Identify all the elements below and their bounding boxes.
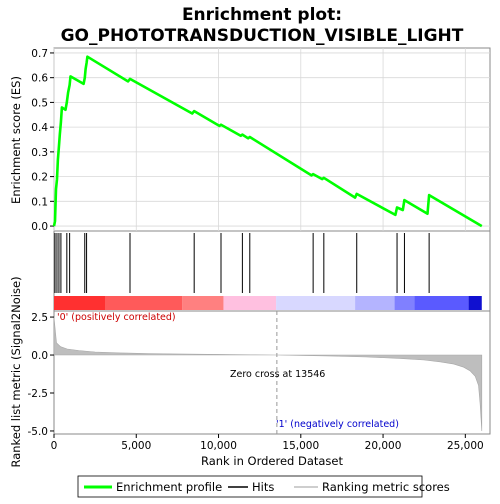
metric-y-axis-label: Ranked list metric (Signal2Noise) [9,276,23,467]
legend-ranking-metric-label: Ranking metric scores [322,480,450,494]
heatmap-segment [414,296,469,310]
ranking-metric-area [53,317,483,432]
ranked-metric-group [53,311,483,434]
legend-box [77,475,423,498]
heatmap-segment [105,296,183,310]
es-y-tick-label: 0.6 [31,73,48,85]
es-profile-group [52,55,483,228]
metric-panel-frame [53,310,491,435]
metric-y-axis: 2.5 0.0 -2.5 -5.0 [28,312,54,438]
es-y-axis-label: Enrichment score (ES) [9,76,23,204]
heatmap-segment [394,296,415,310]
es-panel-frame [53,47,491,232]
es-y-axis: 0.0 0.1 0.2 0.3 0.4 0.5 0.6 0.7 [31,48,54,233]
heatmap-segment [468,296,482,310]
heatmap-segment [223,296,277,310]
legend: Enrichment profile Hits Ranking metric s… [77,475,450,498]
es-y-tick-label: 0.1 [31,196,48,208]
enrichment-profile-line [52,55,483,228]
heatmap-segment [182,296,224,310]
hits-group [54,233,430,293]
es-y-tick-label: 0.5 [31,97,48,109]
heatmap-segment [276,296,356,310]
heatmap-segment [355,296,395,310]
legend-hits-label: Hits [252,480,274,494]
x-tick-label: 15,000 [282,440,319,452]
chart-title-line1: Enrichment plot: [182,5,342,25]
metric-y-tick-label: 2.5 [31,312,48,324]
legend-enrichment-profile-label: Enrichment profile [116,480,222,494]
positive-correlation-label: '0' (positively correlated) [57,312,176,323]
zero-cross-label: Zero cross at 13546 [230,369,325,380]
x-tick-label: 25,000 [447,440,484,452]
x-axis: 0 5,000 10,000 15,000 20,000 25,000 [51,434,484,452]
heatmap-segment [54,296,106,310]
negative-correlation-label: '1' (negatively correlated) [276,419,399,430]
correlation-heatmap-bar [54,296,482,310]
x-axis-label: Rank in Ordered Dataset [201,454,344,468]
es-y-tick-label: 0.2 [31,172,48,184]
es-y-tick-label: 0.3 [31,147,48,159]
es-y-tick-label: 0.4 [31,122,48,134]
es-y-tick-label: 0.7 [31,48,48,60]
x-tick-label: 5,000 [121,440,151,452]
x-tick-label: 0 [51,440,58,452]
metric-y-tick-label: 0.0 [31,350,48,362]
metric-y-tick-label: -2.5 [28,388,49,400]
es-y-tick-label: 0.0 [31,221,48,233]
chart-title-line2: GO_PHOTOTRANSDUCTION_VISIBLE_LIGHT [61,26,464,46]
x-tick-label: 10,000 [200,440,237,452]
x-tick-label: 20,000 [365,440,402,452]
metric-y-tick-label: -5.0 [28,426,49,438]
